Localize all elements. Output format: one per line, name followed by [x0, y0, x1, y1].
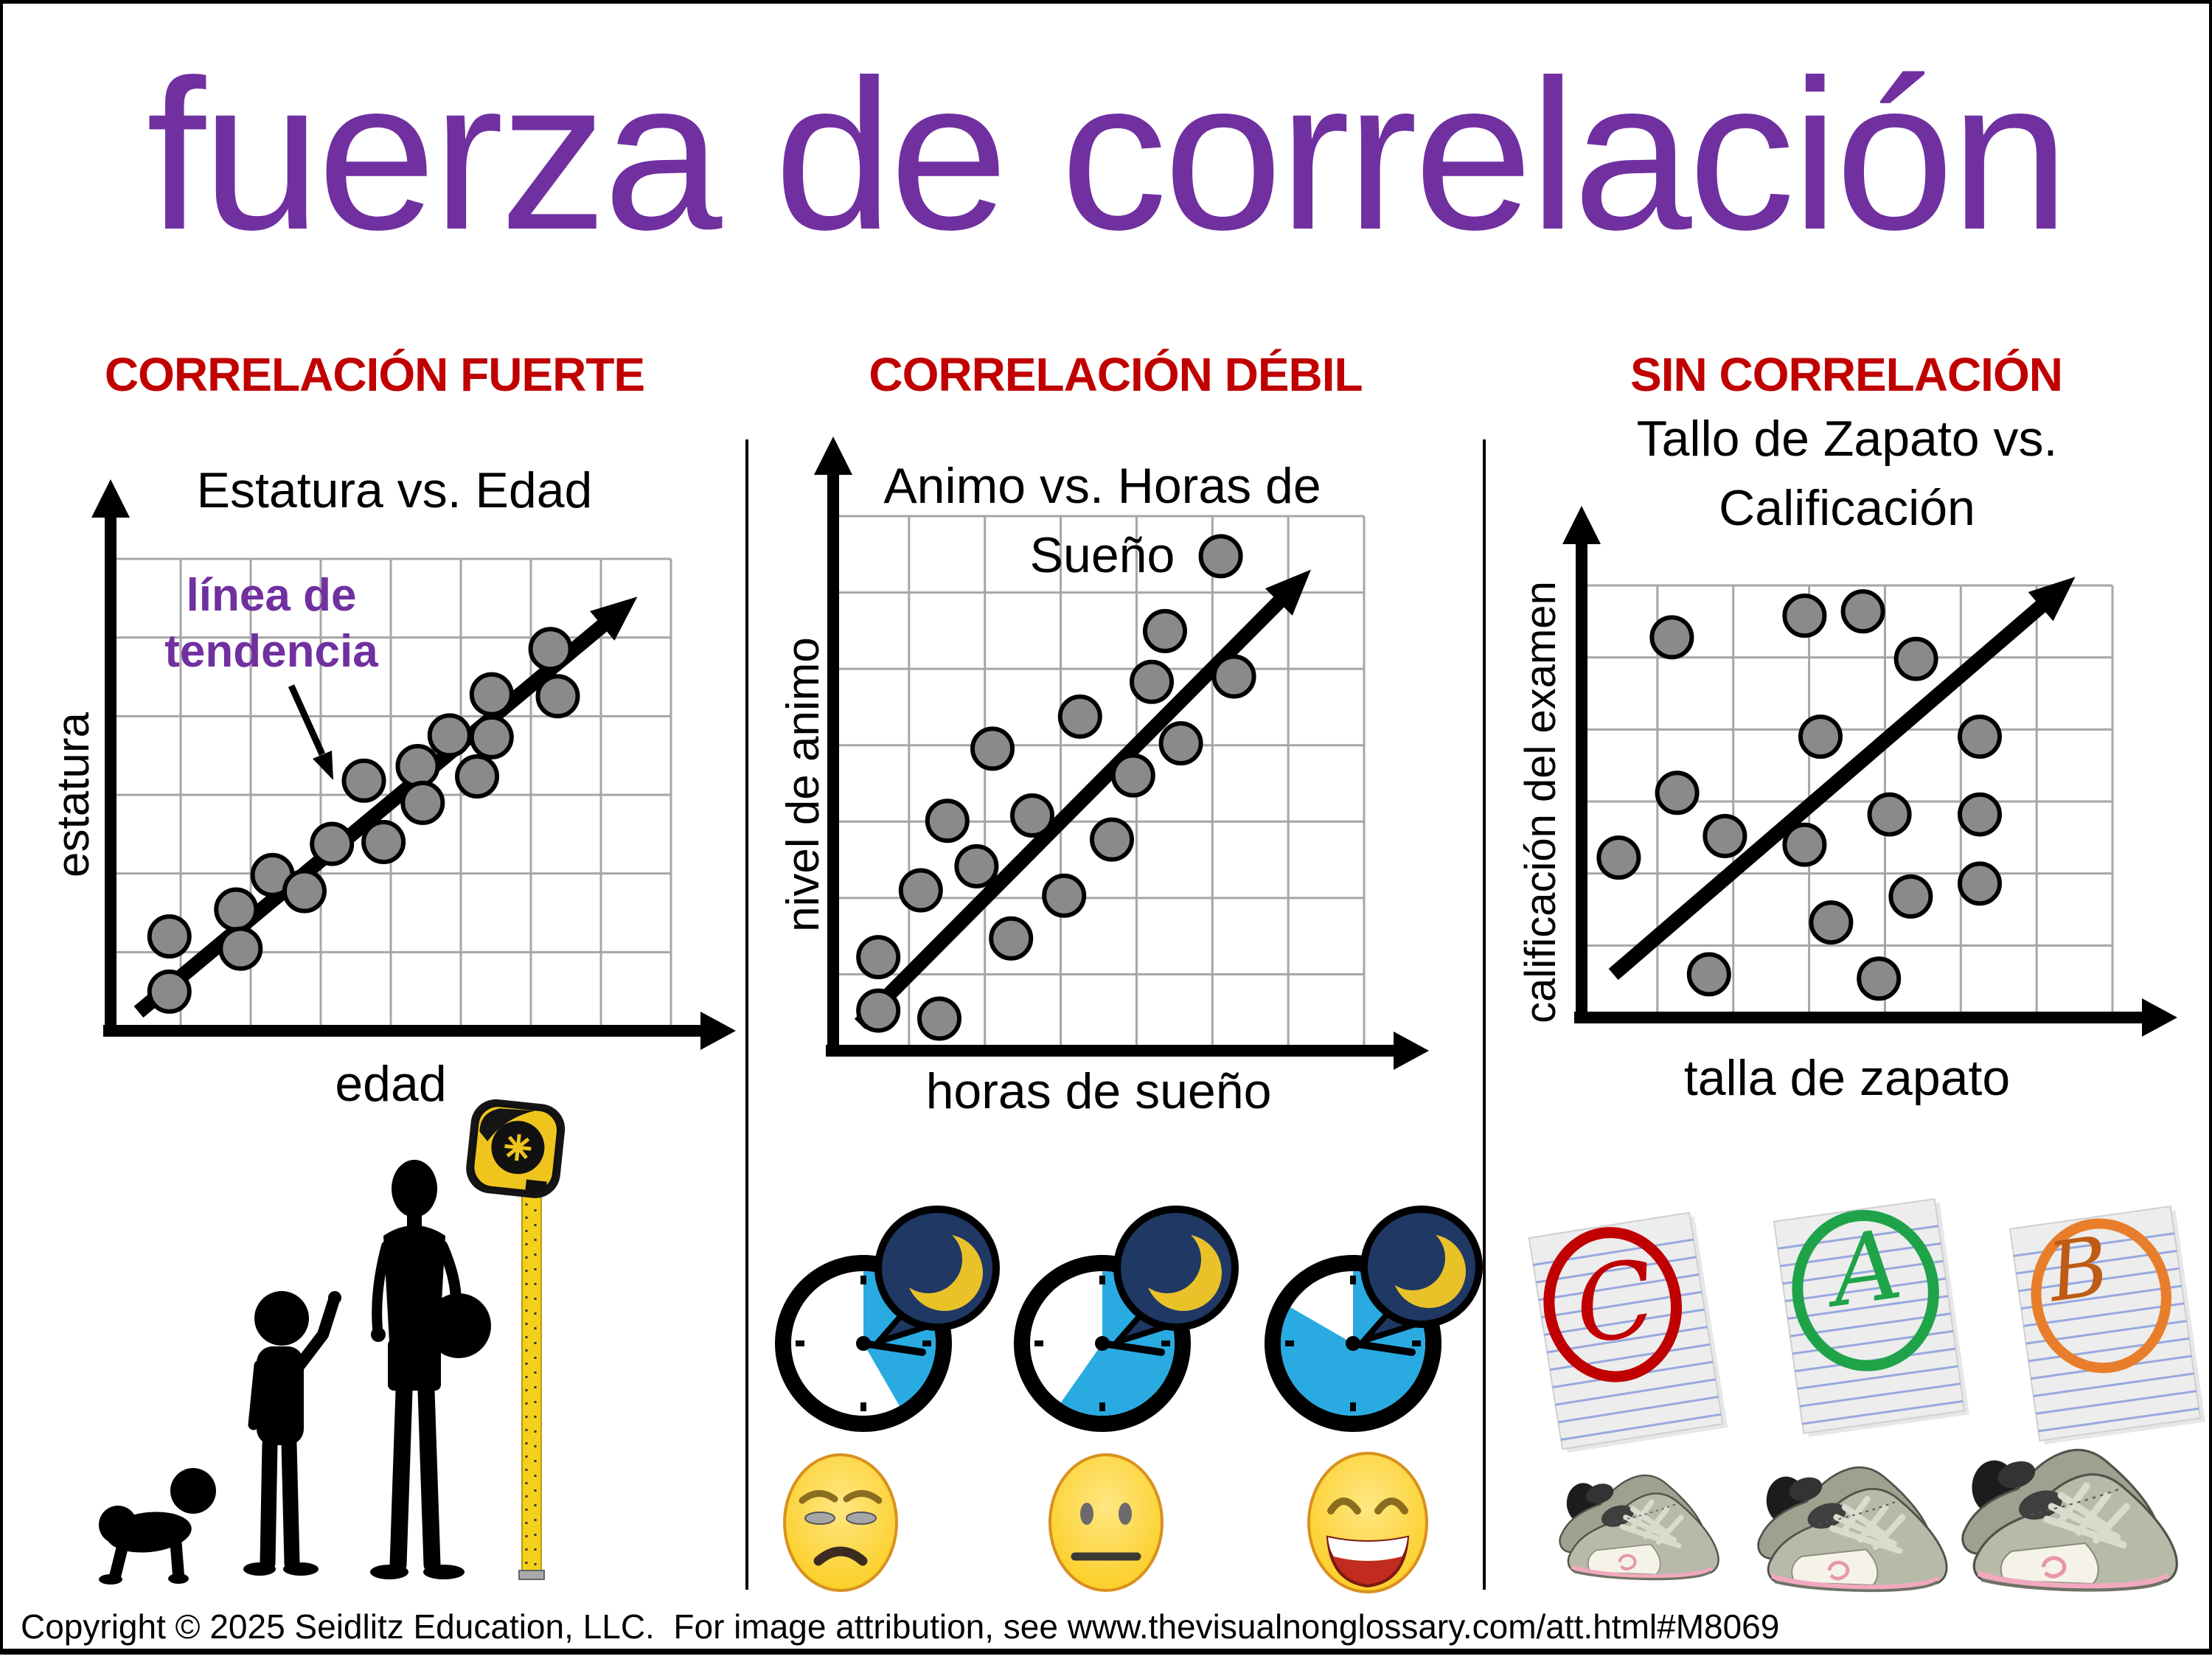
- scatter-plot-strong: [91, 479, 736, 1050]
- page-border-right: [2209, 0, 2212, 1655]
- page-border-bottom: [0, 1649, 2212, 1655]
- moon-speech-bubble-icon: [1107, 1206, 1239, 1349]
- basketball: [426, 1293, 491, 1358]
- sleep-clock-icon-1: [775, 1206, 1000, 1432]
- sneaker-pair-small: [1559, 1475, 1718, 1579]
- chart-title-1-line1: Estatura vs. Edad: [196, 462, 593, 518]
- column-header-strong: CORRELACIÓN FUERTE: [104, 348, 645, 401]
- trendline-annotation-line2: tendencia: [164, 626, 378, 677]
- crawling-baby-silhouette: [99, 1468, 216, 1585]
- grade-letter: C: [1567, 1237, 1663, 1368]
- grade-circle: [1792, 1210, 1939, 1371]
- scatter-plot-weak: [814, 437, 1429, 1070]
- happy-face-icon: [1307, 1452, 1428, 1593]
- scatter-plot-none: [1562, 506, 2177, 1037]
- neutral-face-icon: [1048, 1453, 1164, 1592]
- chart-title-3-line1: Tallo de Zapato vs.: [1636, 411, 2058, 467]
- chart-title-3: Tallo de Zapato vs. Calificación: [1582, 404, 2112, 543]
- x-axis-label-3: talla de zapato: [1683, 1050, 2011, 1106]
- toddler-silhouette: [243, 1291, 341, 1576]
- sneaker-pair-large: [1963, 1450, 2177, 1590]
- copyright-text: Copyright © 2025 Seidlitz Education, LLC…: [21, 1607, 1780, 1646]
- page-border-top: [0, 0, 2212, 4]
- teen-with-ball-silhouette: [370, 1160, 491, 1579]
- tired-face-icon: [783, 1453, 898, 1592]
- sleep-clock-icon-3: [1265, 1206, 1483, 1432]
- trendline-annotation-line1: línea de: [186, 570, 357, 621]
- chart-title-1: Estatura vs. Edad: [111, 456, 678, 525]
- children-growth-illustration: [99, 1099, 566, 1585]
- column-header-none: SIN CORRELACIÓN: [1630, 348, 2063, 401]
- graded-paper-a: A: [1773, 1197, 1969, 1438]
- graded-paper-b: B: [2008, 1205, 2205, 1445]
- y-axis-label-3: calificación del examen: [1517, 581, 1565, 1023]
- column-divider-2: [1483, 439, 1486, 1590]
- grade-circle: [1543, 1227, 1683, 1382]
- y-axis-label-1: estatura: [48, 712, 99, 878]
- measuring-tape-icon: [466, 1099, 566, 1580]
- x-axis-label-2: horas de sueño: [925, 1063, 1272, 1119]
- chart-title-2: Animo vs. Horas de Sueño: [833, 451, 1371, 590]
- moon-speech-bubble-icon: [1354, 1206, 1483, 1347]
- grades-shoes-illustration: C A B: [1528, 1197, 2205, 1659]
- column-divider-1: [745, 439, 748, 1590]
- x-axis-label-1: edad: [335, 1056, 447, 1112]
- moon-speech-bubble-icon: [869, 1206, 1000, 1349]
- page-border-left: [0, 0, 3, 1655]
- chart-title-2-line1: Animo vs. Horas de: [883, 458, 1321, 514]
- chart-title-2-line2: Sueño: [1029, 527, 1175, 583]
- sneaker-pair-medium: [1759, 1467, 1947, 1590]
- page-title: fuerza de correlación: [146, 35, 2069, 274]
- graded-paper-c: C: [1528, 1211, 1728, 1453]
- grade-circle: [2031, 1218, 2171, 1374]
- sleep-mood-illustration: [775, 1206, 1483, 1593]
- sleep-clock-icon-2: [1014, 1206, 1239, 1432]
- chart-title-3-line2: Calificación: [1719, 480, 1975, 536]
- trendline-annotation: línea de tendencia: [105, 568, 438, 680]
- column-header-weak: CORRELACIÓN DÉBIL: [869, 348, 1363, 401]
- y-axis-label-2: nivel de animo: [778, 637, 829, 932]
- tape-end-hook: [518, 1570, 545, 1580]
- grade-letter: B: [2041, 1218, 2115, 1320]
